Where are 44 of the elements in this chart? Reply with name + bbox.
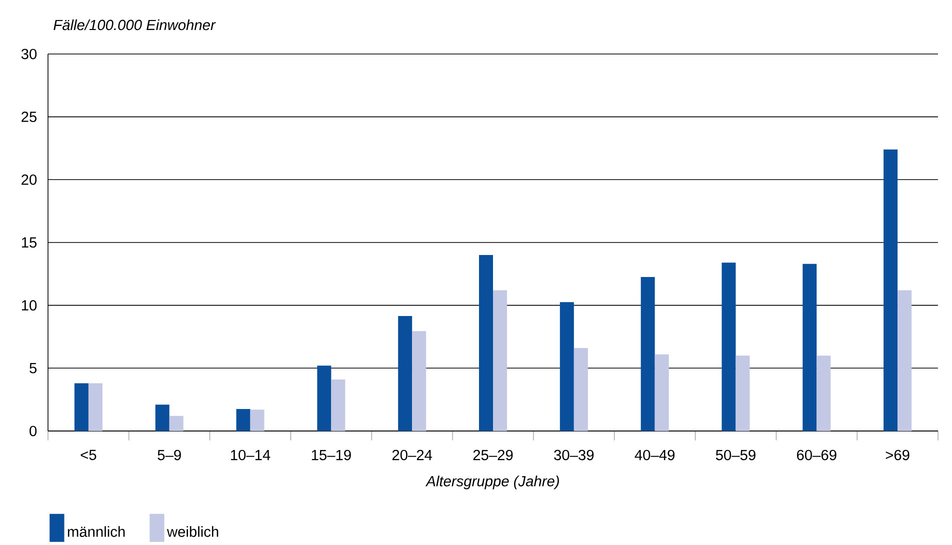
x-tick-label: 50–59 [716, 450, 756, 460]
y-tick-label: 20 [22, 174, 37, 186]
bar [169, 416, 184, 432]
x-tick-label: 20–24 [392, 450, 432, 460]
x-tick-label: 40–49 [634, 450, 675, 460]
bar [884, 150, 898, 432]
bar [654, 354, 669, 432]
y-tick-label: 5 [30, 363, 37, 374]
bar [816, 356, 831, 432]
x-tick-label: 10–14 [230, 450, 270, 460]
y-tick-label: 25 [22, 112, 37, 122]
bar [802, 264, 817, 432]
bar [236, 409, 250, 432]
legend-label: weiblich [166, 526, 218, 538]
y-tick-label: 0 [30, 426, 37, 436]
bar [317, 366, 332, 432]
x-axis-title: Altersgruppe (Jahre) [425, 476, 559, 490]
legend-label: männlich [68, 526, 125, 538]
x-tick-label: 15–19 [312, 450, 351, 460]
bar [493, 290, 508, 432]
x-tick-label: >69 [886, 450, 910, 460]
bar [574, 348, 588, 432]
y-tick-label: 15 [22, 238, 37, 248]
x-tick-label: 60–69 [797, 450, 836, 460]
y-tick-label: 10 [22, 300, 37, 311]
x-tick-label: 25–29 [473, 450, 513, 460]
bar [722, 262, 736, 432]
y-axis-title: Fälle/100.000 Einwohner [54, 20, 216, 30]
x-tick-label: 30–39 [554, 450, 594, 460]
bar [412, 331, 426, 432]
bar [898, 290, 912, 432]
y-tick-label: 30 [21, 49, 37, 60]
bar [640, 277, 655, 432]
bar [155, 404, 170, 432]
bar [736, 356, 750, 432]
bar [398, 316, 412, 432]
bar [74, 383, 88, 432]
x-tick-label: 5–9 [158, 450, 181, 460]
bar [331, 380, 346, 432]
bar [560, 302, 574, 432]
bar [250, 410, 264, 432]
bar [479, 255, 494, 432]
x-tick-label: <5 [80, 450, 96, 460]
bar [88, 383, 102, 432]
